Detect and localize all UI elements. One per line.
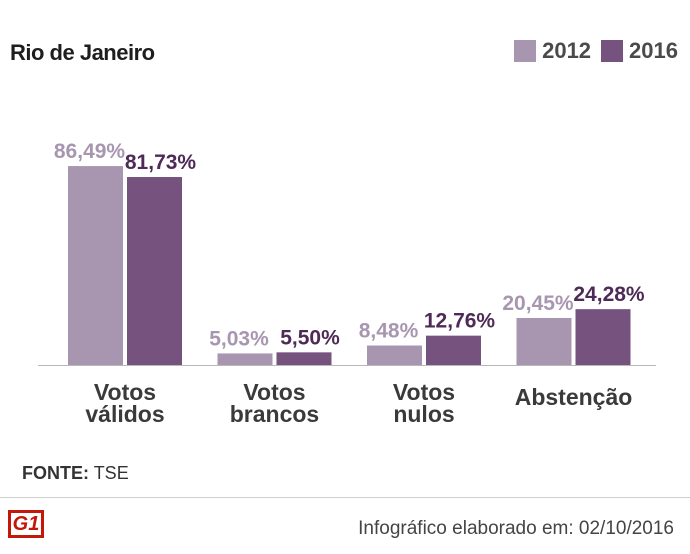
data-label-2016-0: 81,73% bbox=[125, 151, 197, 174]
footer-divider bbox=[0, 497, 690, 498]
bar-2012-3 bbox=[516, 317, 572, 365]
legend-item-2016: 2016 bbox=[601, 38, 678, 64]
data-label-2012-0: 86,49% bbox=[54, 140, 126, 163]
category-label-3: Abstenção bbox=[515, 384, 633, 410]
bar-2016-1 bbox=[276, 352, 332, 365]
source-label: FONTE: bbox=[22, 463, 89, 483]
bar-2016-3 bbox=[575, 309, 631, 365]
data-label-2016-1: 5,50% bbox=[280, 326, 340, 349]
credit-note: Infográfico elaborado em: 02/10/2016 bbox=[358, 518, 674, 539]
category-label-1: Votos brancos bbox=[230, 379, 319, 427]
bar-2016-2 bbox=[426, 335, 481, 365]
data-label-2012-2: 8,48% bbox=[359, 319, 419, 342]
legend: 2012 2016 bbox=[514, 38, 678, 64]
bar-2012-2 bbox=[367, 345, 422, 365]
bar-2012-0 bbox=[68, 166, 123, 365]
bar-2012-1 bbox=[217, 353, 273, 365]
bar-2016-0 bbox=[127, 177, 182, 365]
data-label-2012-1: 5,03% bbox=[209, 327, 269, 350]
legend-swatch-2016 bbox=[601, 40, 624, 62]
bar-chart: 86,49% 81,73% Votos válidos 5,03% 5,50% Votos b… bbox=[38, 140, 656, 427]
data-label-2016-3: 24,28% bbox=[573, 283, 645, 306]
chart-title: Rio de Janeiro bbox=[10, 40, 155, 65]
legend-label-2012: 2012 bbox=[542, 38, 592, 63]
source-note: FONTE: TSE bbox=[22, 463, 129, 484]
category-label-2: Votos nulos bbox=[393, 379, 455, 427]
legend-item-2012: 2012 bbox=[514, 38, 591, 64]
source-value: TSE bbox=[93, 463, 129, 483]
legend-label-2016: 2016 bbox=[629, 38, 678, 63]
logo-text: G1 bbox=[12, 512, 40, 535]
g1-logo: G1 bbox=[8, 510, 44, 538]
category-label-0: Votos válidos bbox=[85, 379, 164, 427]
data-label-2016-2: 12,76% bbox=[424, 310, 496, 333]
legend-swatch-2012 bbox=[514, 40, 537, 62]
data-label-2012-3: 20,45% bbox=[502, 292, 574, 315]
